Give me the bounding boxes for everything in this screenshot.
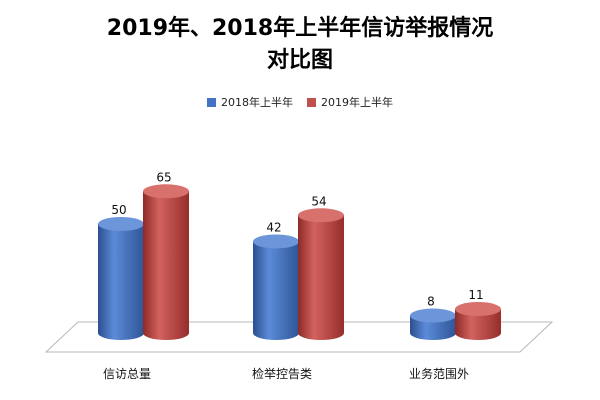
chart-title-line1: 2019年、2018年上半年信访举报情况 [106,16,494,41]
bars-group: 50 65 42 54 8 11 [98,170,501,340]
bar-top-0-1 [143,184,189,199]
bar-top-1-1 [298,208,344,223]
data-label-0-1: 65 [156,170,171,184]
data-label-0-0: 50 [111,203,126,217]
legend: 2018年上半年 2019年上半年 [0,94,600,110]
data-label-2-1: 11 [468,288,483,302]
legend-label-2018: 2018年上半年 [221,96,293,109]
bar-2-1 [455,309,501,340]
legend-label-2019: 2019年上半年 [321,96,393,109]
chart-title-line2: 对比图 [266,48,333,73]
legend-swatch-2019 [307,97,316,107]
bar-2-0 [410,315,456,340]
data-label-1-0: 42 [266,220,281,234]
bar-top-0-0 [98,217,144,231]
legend-item-2019: 2019年上半年 [307,94,393,110]
category-label-1: 检举控告类 [252,366,312,381]
data-label-2-0: 8 [427,295,435,309]
bar-0-1 [143,191,189,340]
legend-swatch-2018 [207,97,216,107]
legend-item-2018: 2018年上半年 [207,94,293,110]
bar-1-0 [253,241,299,340]
data-label-1-1: 54 [311,194,326,208]
bar-top-2-1 [455,302,501,317]
bar-top-2-0 [410,308,456,323]
category-label-0: 信访总量 [103,367,151,381]
category-label-2: 业务范围外 [409,366,469,381]
bar-top-1-0 [253,234,299,249]
bar-1-1 [298,215,344,340]
bar-0-0 [98,224,144,340]
